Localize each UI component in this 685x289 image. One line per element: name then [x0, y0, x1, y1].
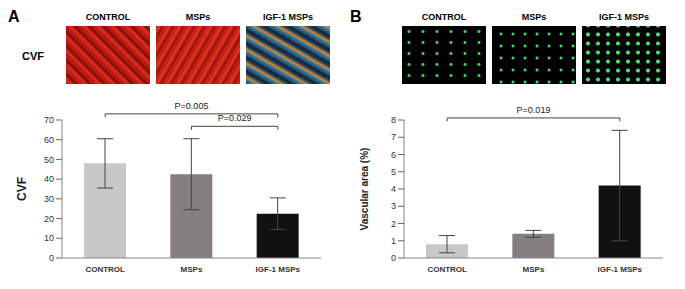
svg-text:Vascular area (%): Vascular area (%) [359, 148, 370, 231]
svg-text:P=0.019: P=0.019 [517, 105, 551, 115]
svg-text:20: 20 [44, 214, 54, 224]
svg-text:10: 10 [44, 233, 54, 243]
svg-text:2: 2 [391, 219, 396, 229]
html-text:MSPs: MSPs [521, 12, 547, 22]
svg-text:30: 30 [44, 194, 54, 204]
html-text:B: B [350, 8, 362, 25]
html-text:CONTROL: CONTROL [421, 12, 467, 22]
svg-text:70: 70 [44, 115, 54, 125]
svg-text:P=0.005: P=0.005 [175, 101, 209, 111]
html-text:IGF-1 MSPs: IGF-1 MSPs [599, 12, 649, 22]
svg-text:CONTROL: CONTROL [427, 265, 467, 274]
svg-text:P=0.029: P=0.029 [218, 113, 252, 123]
svg-text:CONTROL: CONTROL [85, 265, 125, 274]
html-text:IGF-1 MSPs: IGF-1 MSPs [263, 12, 313, 22]
svg-text:IGF-1 MSPs: IGF-1 MSPs [256, 265, 301, 274]
svg-text:IGF-1 MSPs: IGF-1 MSPs [598, 265, 643, 274]
svg-text:40: 40 [44, 174, 54, 184]
svg-text:7: 7 [391, 132, 396, 142]
svg-text:MSPs: MSPs [181, 265, 203, 274]
html-text:MSPs: MSPs [185, 12, 211, 22]
html-text:CONTROL: CONTROL [85, 12, 131, 22]
svg-text:4: 4 [391, 184, 396, 194]
svg-text:3: 3 [391, 201, 396, 211]
html-text:CVF: CVF [22, 50, 44, 62]
svg-text:50: 50 [44, 155, 54, 165]
svg-text:60: 60 [44, 135, 54, 145]
svg-text:5: 5 [391, 167, 396, 177]
svg-text:1: 1 [391, 236, 396, 246]
svg-text:0: 0 [391, 253, 396, 263]
svg-text:MSPs: MSPs [523, 265, 545, 274]
svg-text:8: 8 [391, 115, 396, 125]
svg-text:6: 6 [391, 150, 396, 160]
svg-text:0: 0 [49, 253, 54, 263]
svg-text:CVF: CVF [15, 177, 29, 201]
html-text:A: A [8, 8, 20, 25]
